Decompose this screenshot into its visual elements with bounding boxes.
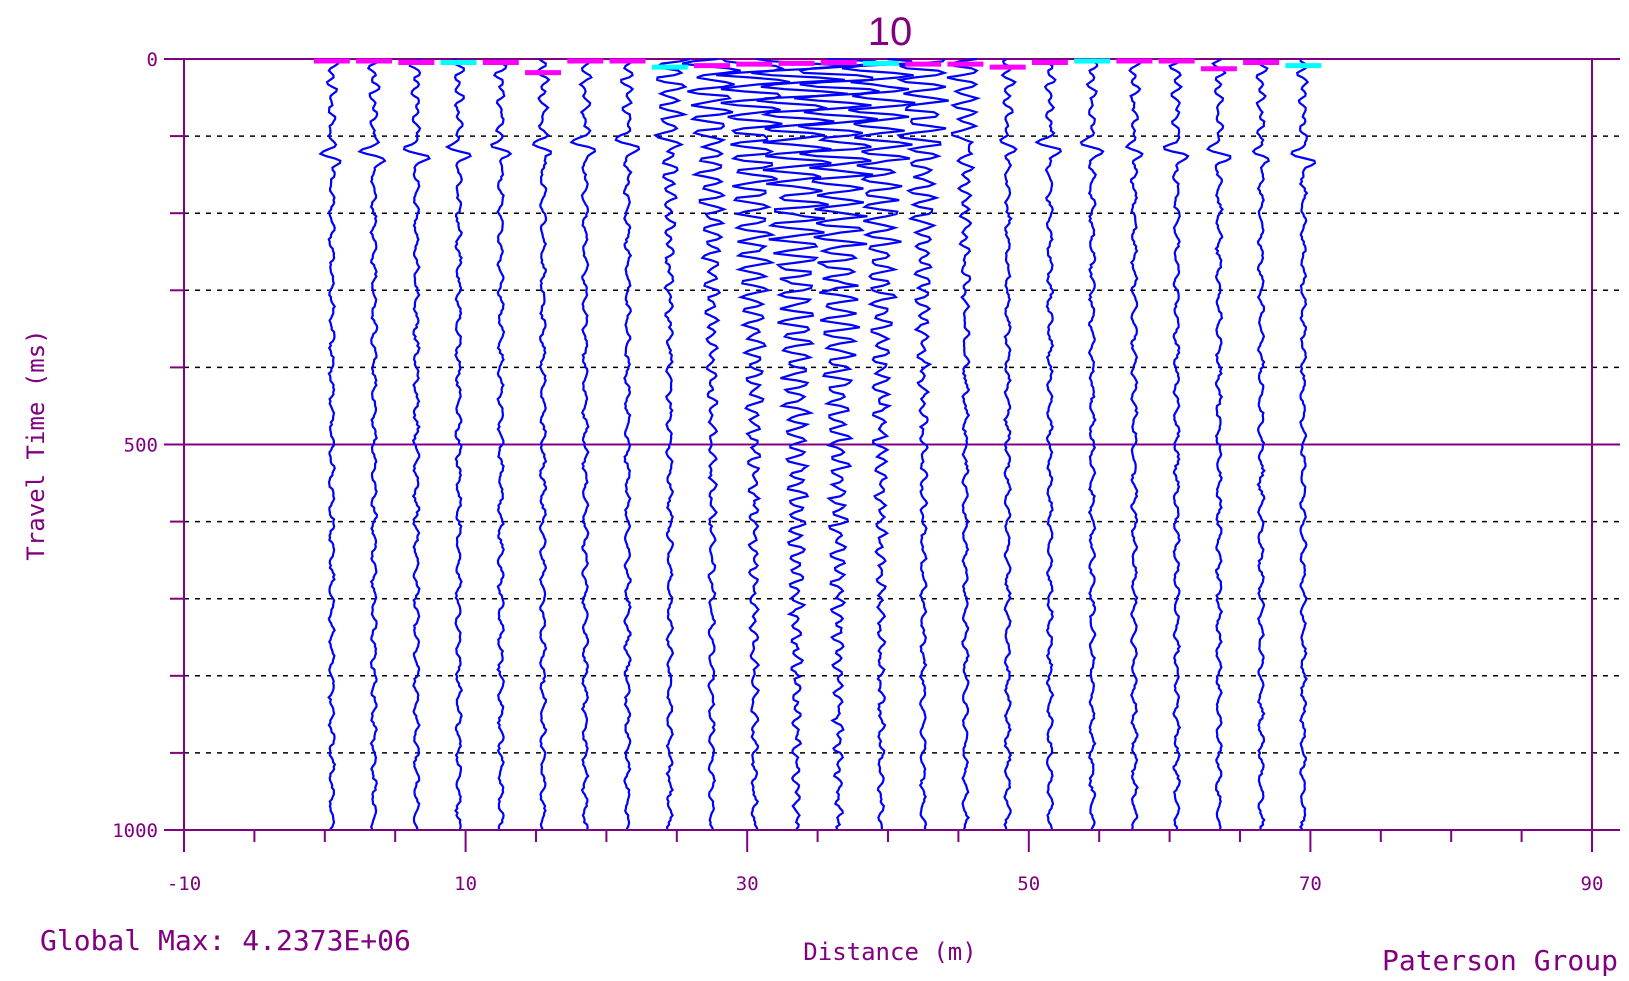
credit-label: Paterson Group [1382,944,1618,977]
trace-6 [569,58,597,830]
trace-12 [794,57,880,830]
trace-1 [357,58,387,830]
x-tick-label--10: -10 [167,873,201,895]
tick-labels: 0 500 1000 -10 10 30 50 70 90 [112,49,1603,895]
trace-15 [946,57,982,830]
y-axis-label: Travel Time (ms) [22,329,50,560]
first-break-picks [313,58,1322,76]
trace-22 [1251,58,1271,830]
trace-13 [841,57,916,830]
trace-layer [318,57,1317,830]
y-tick-label-500: 500 [124,435,158,457]
x-tick-label-90: 90 [1581,873,1604,895]
trace-16 [999,58,1018,830]
y-tick-label-1000: 1000 [112,820,158,842]
y-tick-label-0: 0 [147,49,158,71]
global-max-readout: Global Max: 4.2373E+06 [40,924,411,957]
trace-8 [652,57,691,830]
trace-10 [716,58,791,830]
x-tick-label-70: 70 [1299,873,1322,895]
trace-5 [531,58,552,830]
trace-14 [896,58,949,830]
axis-layer [164,58,1620,852]
trace-23 [1290,58,1317,830]
trace-11 [751,57,855,830]
trace-18 [1079,57,1105,830]
trace-19 [1124,58,1144,830]
trace-21 [1205,58,1232,830]
trace-3 [444,58,472,830]
trace-9 [681,57,741,830]
trace-17 [1034,58,1062,830]
trace-2 [402,57,432,830]
chart-title: 10 [868,10,913,54]
grid-layer [164,135,1620,754]
x-axis-label: Distance (m) [803,938,976,966]
trace-4 [490,58,513,830]
trace-0 [318,57,342,830]
x-tick-label-50: 50 [1017,873,1040,895]
x-tick-label-10: 10 [454,873,477,895]
x-tick-label-30: 30 [736,873,759,895]
trace-20 [1162,58,1190,830]
trace-7 [614,58,641,830]
